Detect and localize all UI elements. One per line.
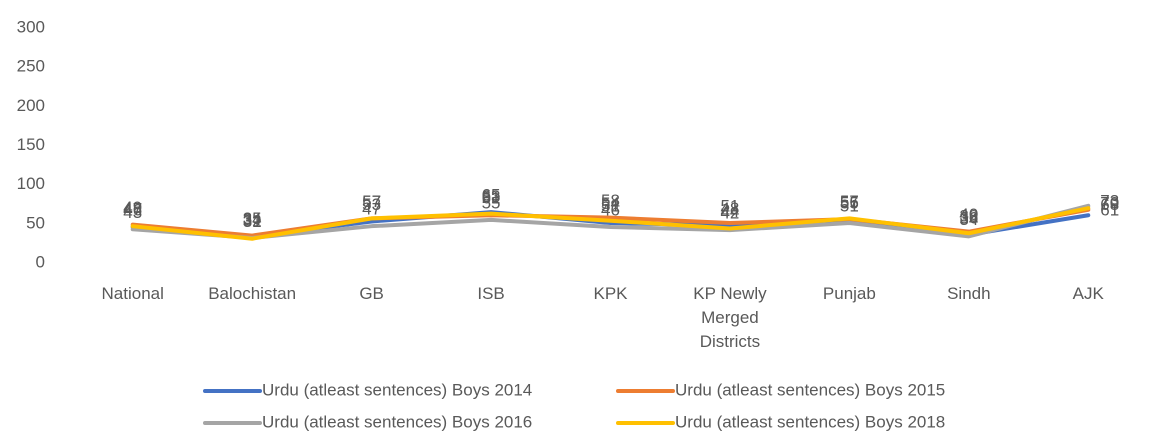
data-label: 61 (482, 189, 501, 208)
y-tick-label: 150 (17, 135, 45, 154)
legend-label: Urdu (atleast sentences) Boys 2016 (262, 412, 532, 431)
data-label: 73 (1100, 191, 1119, 210)
x-tick-label: KP Newly Merged Districts (693, 284, 767, 351)
data-label: 51 (840, 197, 859, 216)
x-tick-label: National (101, 284, 164, 303)
legend-label: Urdu (atleast sentences) Boys 2018 (675, 412, 945, 431)
y-tick-label: 200 (17, 96, 45, 115)
data-label: 63 (482, 187, 501, 206)
data-label: 49 (123, 198, 142, 217)
x-tick-label: Balochistan (208, 284, 297, 303)
data-label: 57 (840, 192, 859, 211)
data-label: 57 (362, 192, 381, 211)
data-label: 38 (959, 207, 978, 226)
data-label: 32 (243, 211, 262, 230)
data-label: 46 (601, 200, 620, 219)
data-label: 58 (601, 191, 620, 210)
y-tick-label: 300 (17, 17, 45, 36)
data-label: 36 (959, 208, 978, 227)
data-label: 34 (243, 210, 262, 229)
x-tick-label: KPK (593, 284, 628, 303)
data-label: 70 (1100, 194, 1119, 213)
data-label: 44 (720, 202, 739, 221)
series-line (130, 206, 1091, 241)
x-tick-label: Punjab (822, 284, 876, 303)
y-tick-label: 100 (17, 174, 45, 193)
data-label: 35 (243, 209, 262, 228)
data-label: 53 (362, 195, 381, 214)
series-line (130, 203, 1091, 240)
data-label: 42 (720, 204, 739, 223)
x-tick-label: AJK (1072, 284, 1104, 303)
x-tick-label: GB (359, 284, 384, 303)
data-label: 40 (959, 205, 978, 224)
data-label: 57 (362, 192, 381, 211)
y-tick-label: 0 (36, 252, 45, 271)
y-tick-label: 50 (26, 213, 45, 232)
data-label: 43 (123, 203, 142, 222)
data-label: 48 (720, 199, 739, 218)
x-tick-label: ISB (477, 284, 505, 303)
data-label: 55 (840, 193, 859, 212)
data-label: 51 (720, 197, 739, 216)
data-label: 51 (601, 197, 620, 216)
y-tick-label: 250 (17, 57, 45, 76)
data-label: 54 (601, 194, 620, 213)
data-label: 61 (1100, 201, 1119, 220)
data-label: 65 (482, 186, 501, 205)
legend-label: Urdu (atleast sentences) Boys 2014 (262, 380, 532, 399)
data-label: 68 (1100, 195, 1119, 214)
data-label: 56 (840, 193, 859, 212)
legend-label: Urdu (atleast sentences) Boys 2015 (675, 380, 945, 399)
x-tick-label: Sindh (947, 284, 991, 303)
data-label: 47 (362, 200, 381, 219)
data-label: 31 (243, 212, 262, 231)
data-label: 46 (123, 200, 142, 219)
data-label: 55 (482, 193, 501, 212)
data-label: 34 (959, 210, 978, 229)
data-label: 47 (123, 200, 142, 219)
